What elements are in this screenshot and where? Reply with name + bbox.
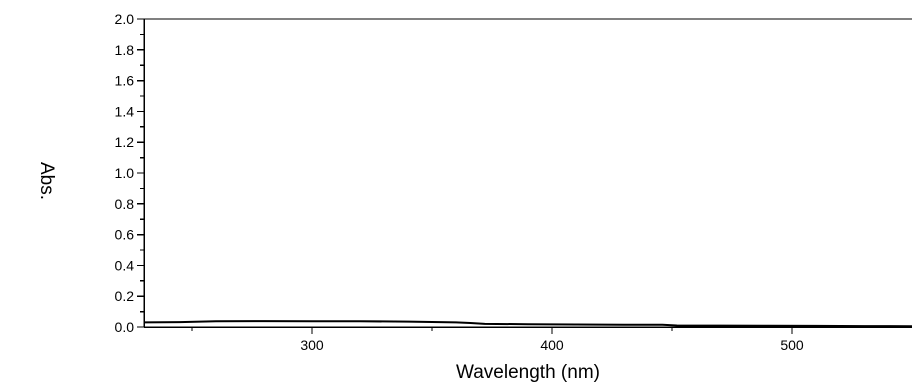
y-tick-label: 0.4 <box>115 257 135 273</box>
x-tick-label: 300 <box>300 337 324 353</box>
y-axis-title: Abs. <box>36 162 57 200</box>
y-tick-label: 0.0 <box>115 319 135 335</box>
y-tick-label: 0.8 <box>115 196 135 212</box>
y-tick-label: 1.8 <box>115 42 135 58</box>
y-tick-label: 0.2 <box>115 288 135 304</box>
y-tick-label: 1.2 <box>115 134 135 150</box>
x-axis-title: Wavelength (nm) <box>456 362 600 383</box>
x-tick-label: 400 <box>540 337 564 353</box>
y-tick-label: 0.6 <box>115 227 135 243</box>
y-tick-label: 1.6 <box>115 73 135 89</box>
series-layer <box>143 320 912 328</box>
y-tick-label: 2.0 <box>115 11 135 27</box>
axes-layer <box>143 18 912 328</box>
absorbance-series-line <box>143 320 912 328</box>
y-tick-label: 1.4 <box>115 103 135 119</box>
ticks-layer: 0.0 0.2 0.4 0.6 0.8 1.0 1.2 1.4 1.6 1.8 2.0 300 400 5… <box>115 11 804 353</box>
y-tick-label: 1.0 <box>115 165 135 181</box>
x-tick-label: 500 <box>780 337 804 353</box>
